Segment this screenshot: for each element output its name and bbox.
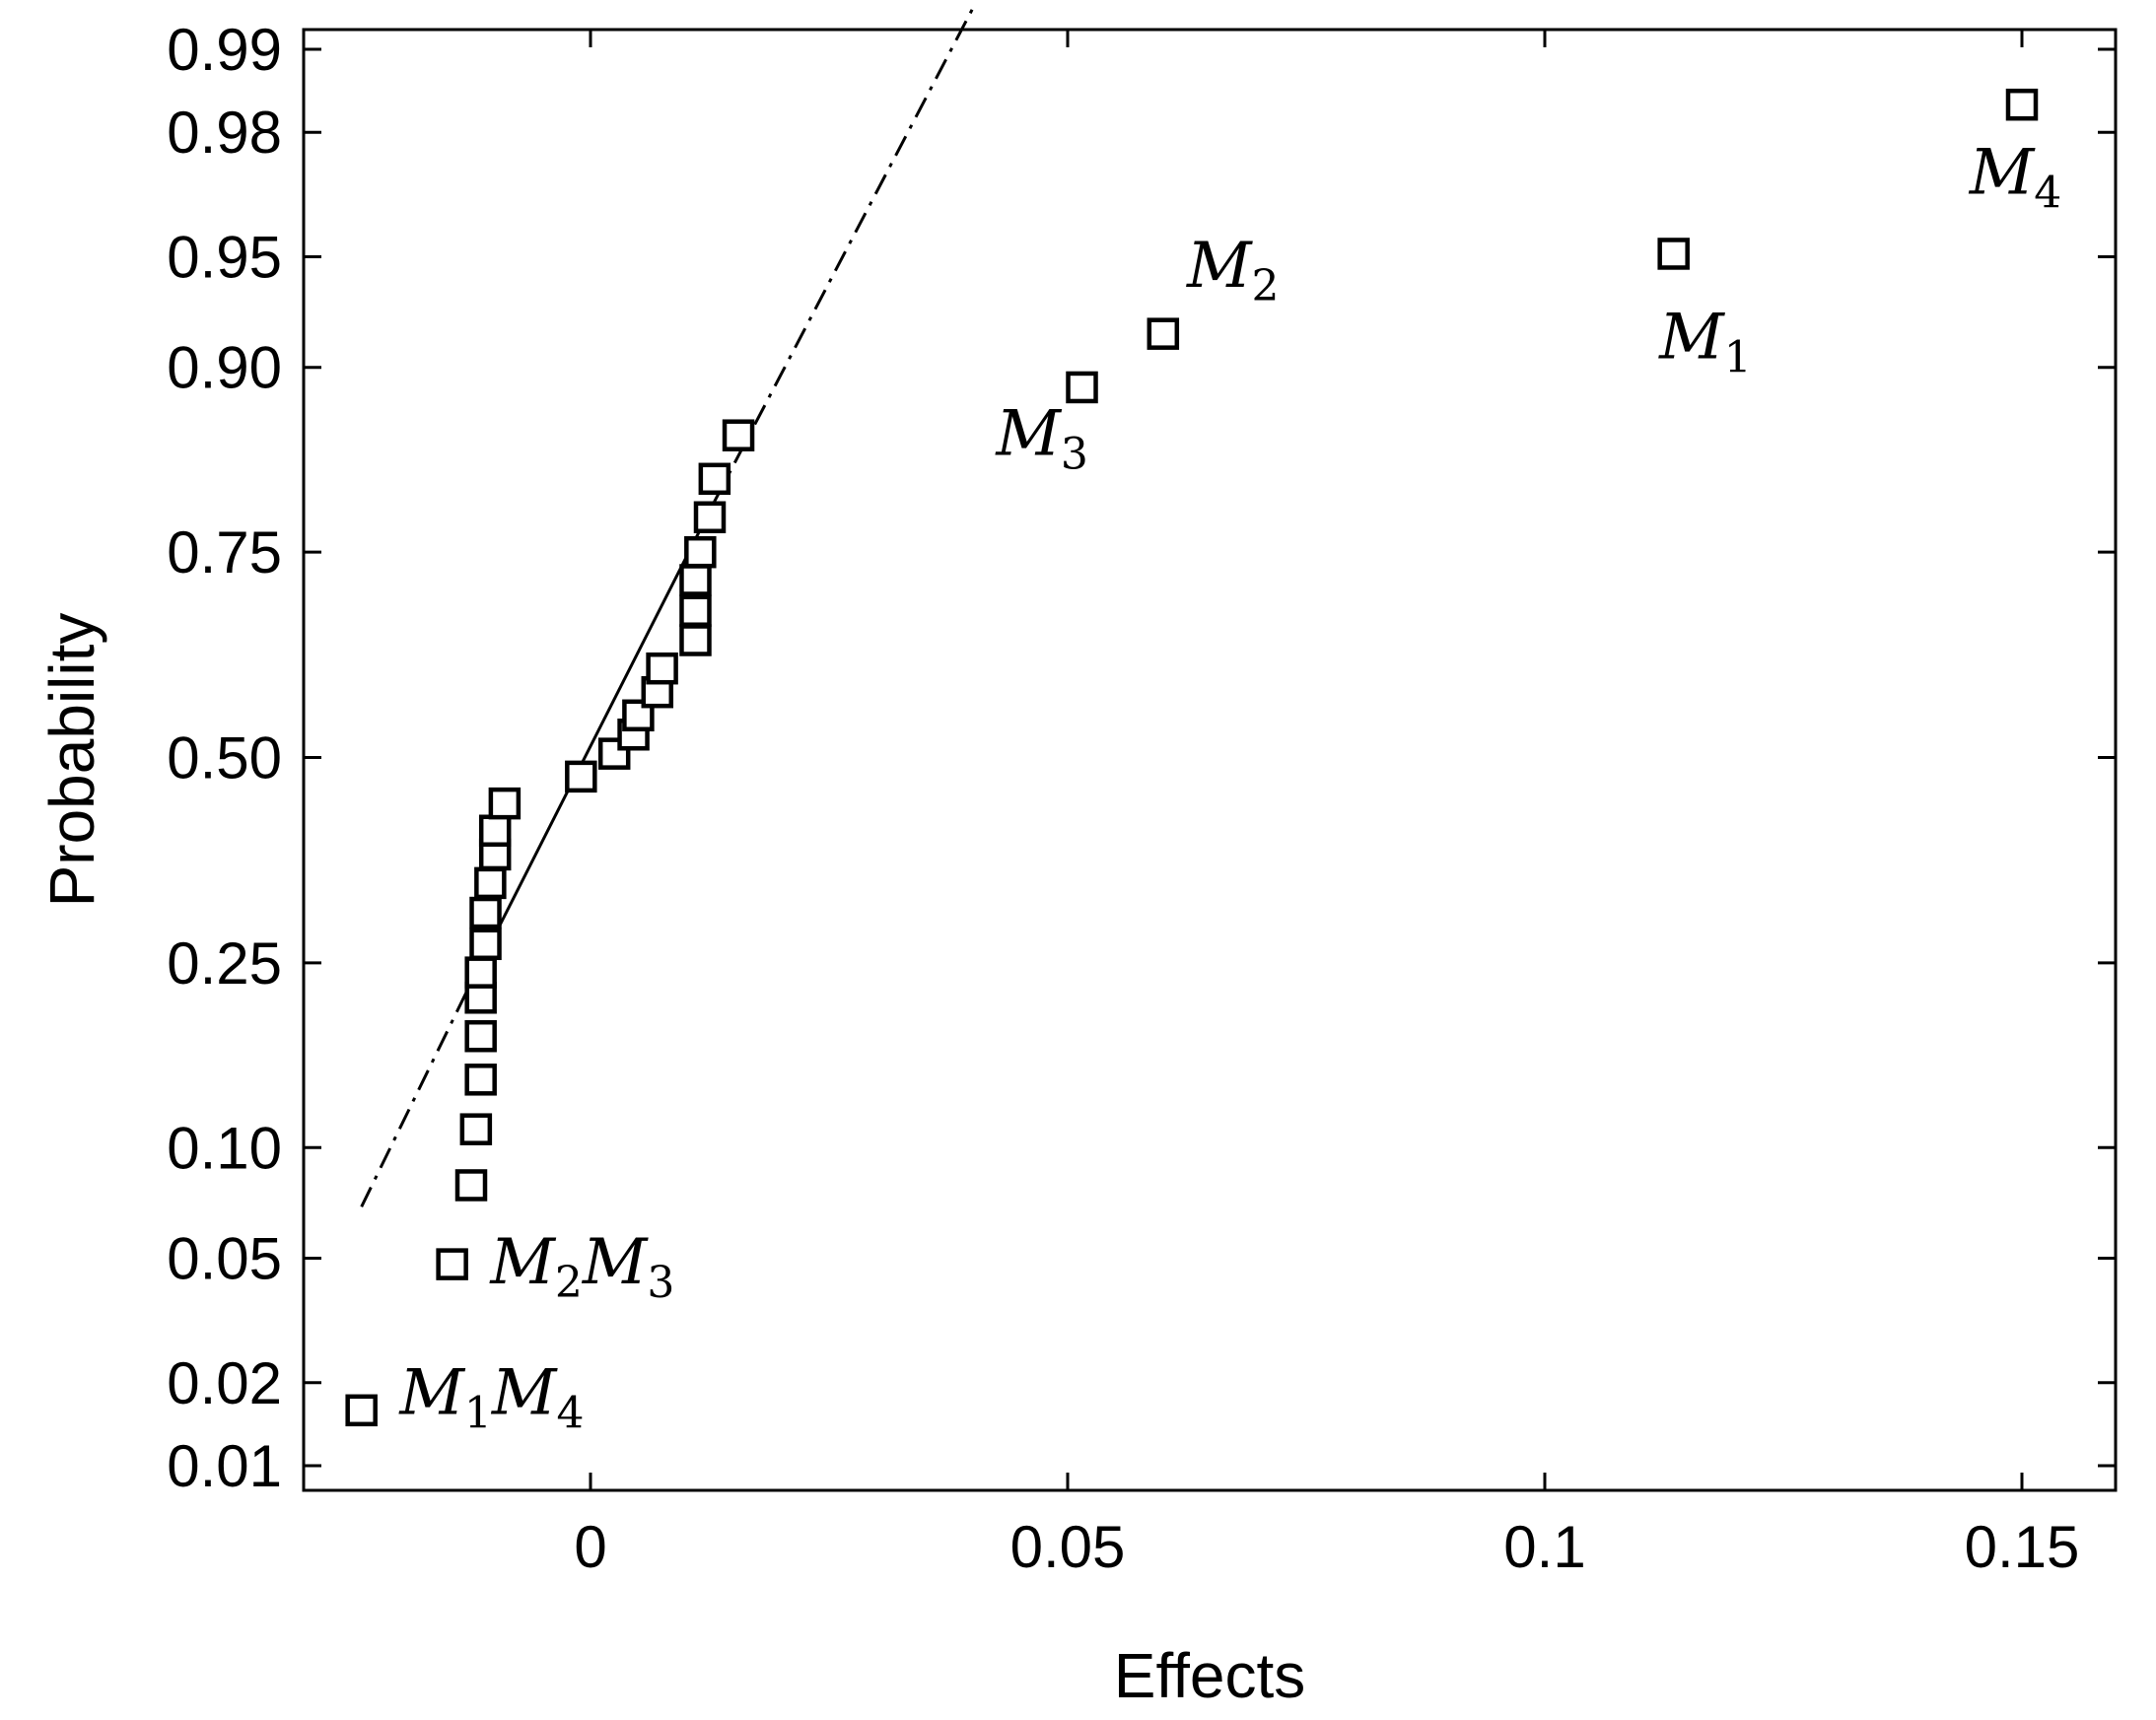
point-annotation: M4​ (1969, 136, 2062, 218)
data-point (565, 760, 597, 793)
point-annotation: M1​ (1658, 302, 1752, 383)
point-annotation: M1​M4​ (398, 1357, 584, 1439)
y-tick-label: 0.75 (167, 519, 282, 585)
point-annotation: M2​M3​ (489, 1226, 674, 1308)
data-point (684, 535, 717, 569)
data-point (469, 896, 502, 929)
data-point (464, 956, 497, 989)
y-axis-title: Probability (36, 613, 107, 908)
data-point (646, 652, 678, 685)
x-tick-label: 0.05 (1010, 1514, 1126, 1580)
x-axis-title: Effects (1114, 1640, 1305, 1711)
data-point (698, 462, 731, 496)
x-tick-label: 0.1 (1503, 1514, 1585, 1580)
fit-line-solid (479, 500, 717, 964)
y-tick-label: 0.25 (167, 930, 282, 997)
y-tick-label: 0.95 (167, 224, 282, 290)
y-tick-label: 0.10 (167, 1115, 282, 1181)
data-point (622, 699, 655, 732)
data-point (488, 787, 522, 820)
x-axis: 0 0.05 0.1 0.15 (574, 30, 2079, 1580)
fit-line-dashdot-lower (360, 962, 483, 1207)
data-point (464, 1064, 497, 1096)
data-point (722, 419, 755, 451)
data-point (469, 928, 502, 961)
y-tick-label: 0.98 (167, 100, 282, 166)
data-point (464, 1019, 497, 1053)
fit-lines (360, 8, 974, 1207)
data-point (474, 866, 507, 900)
data-point (679, 564, 712, 596)
x-tick-label: 0.15 (1965, 1514, 2080, 1580)
y-tick-label: 0.99 (167, 17, 282, 83)
data-points (345, 88, 2039, 1427)
y-tick-label: 0.05 (167, 1226, 282, 1292)
fit-line-dashdot-upper (713, 8, 974, 503)
plot-area-frame (302, 28, 2118, 1492)
data-point (2005, 88, 2039, 121)
data-point (679, 594, 712, 627)
point-annotation: M2​ (1186, 230, 1280, 311)
x-tick-label: 0 (574, 1514, 606, 1580)
data-point (459, 1113, 493, 1145)
point-annotation: M3​ (995, 397, 1088, 479)
y-tick-label: 0.01 (167, 1433, 282, 1499)
y-tick-label: 0.90 (167, 335, 282, 401)
data-point (436, 1248, 468, 1280)
y-tick-label: 0.50 (167, 725, 282, 791)
data-point (478, 814, 512, 848)
data-point (679, 624, 712, 656)
data-point (693, 501, 727, 534)
data-point (1066, 371, 1098, 404)
data-point (345, 1394, 378, 1427)
point-annotations: M4​M1​M2​M3​M2​M3​M1​M4​ (398, 136, 2061, 1438)
y-tick-label: 0.02 (167, 1350, 282, 1416)
data-point (1657, 238, 1690, 270)
y-axis: 0.01 0.02 0.05 0.10 0.25 0.50 0.75 0.90 0.95 0.98… (167, 17, 2116, 1499)
data-point (454, 1169, 488, 1202)
data-point (1147, 317, 1180, 350)
